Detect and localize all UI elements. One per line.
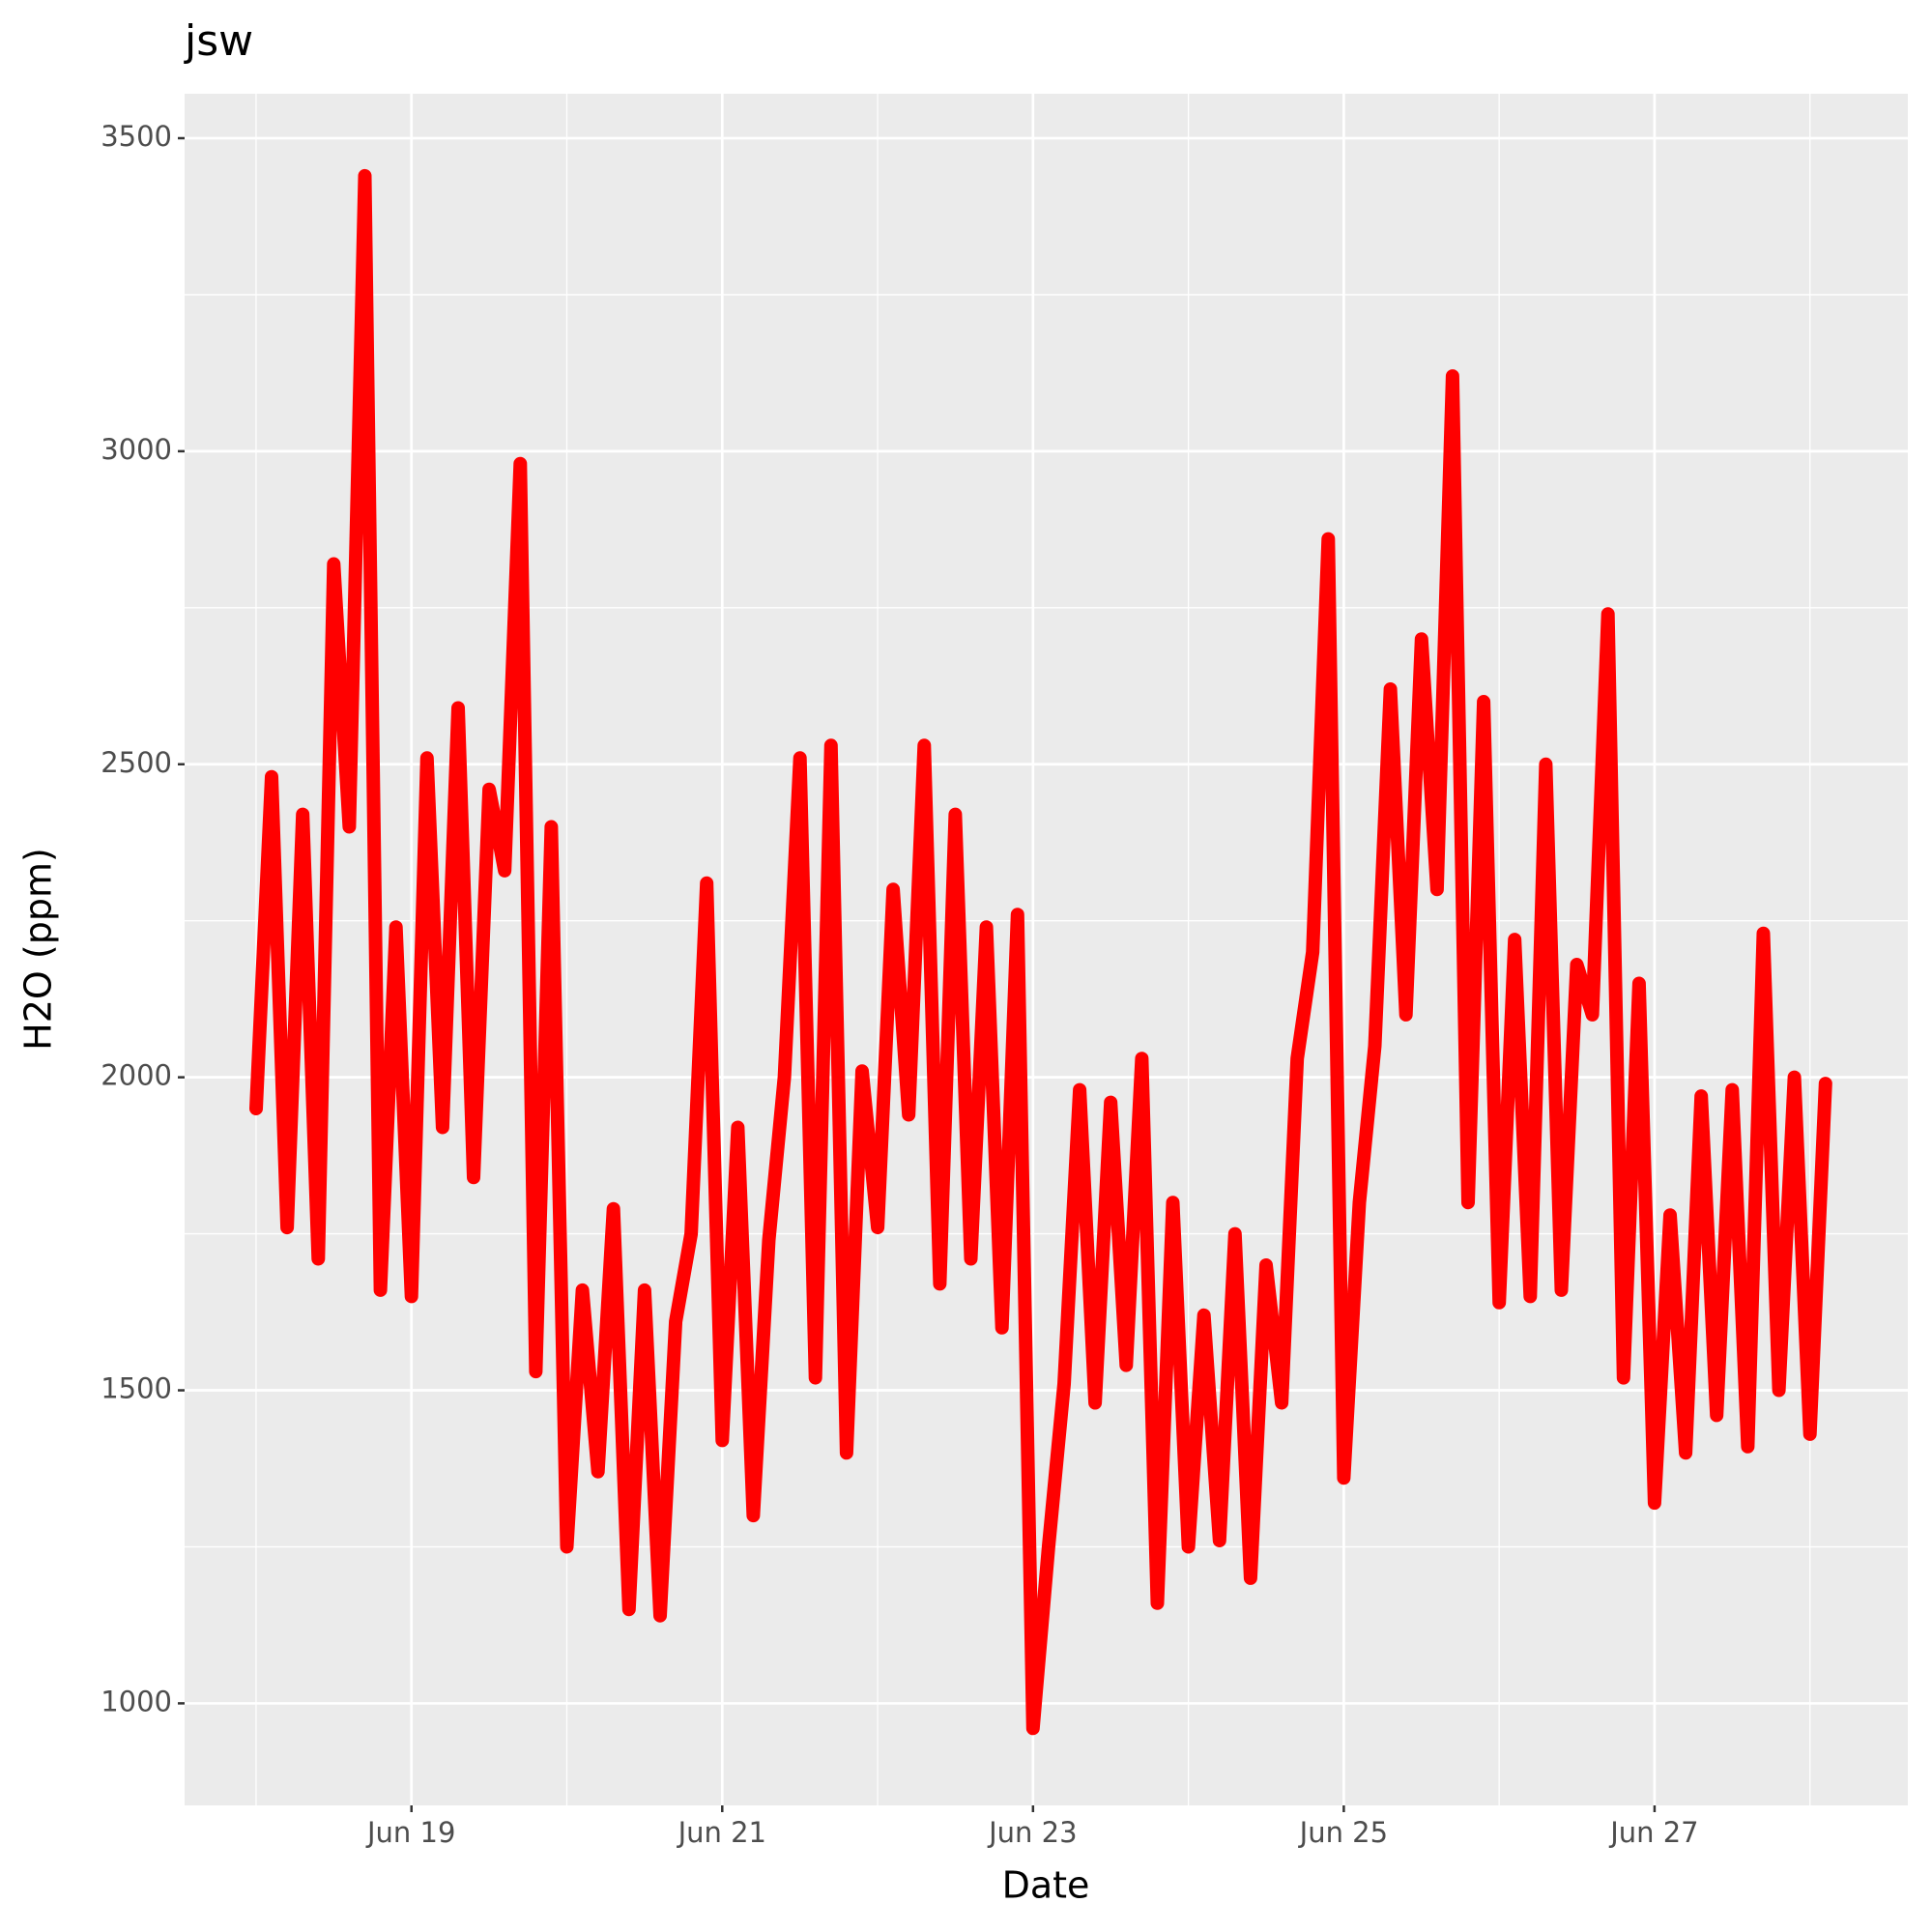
y-tick-label: 3000 [101,433,172,466]
y-tick-label: 2000 [101,1059,172,1092]
y-tick-label: 2500 [101,746,172,779]
y-tick-label: 1500 [101,1372,172,1405]
chart-title: jsw [184,16,253,66]
x-axis-title: Date [1002,1864,1090,1907]
x-tick-label: Jun 23 [987,1816,1077,1849]
x-tick-label: Jun 27 [1608,1816,1698,1849]
data-line [249,168,1832,1736]
y-tick-label: 3500 [101,120,172,153]
x-tick-label: Jun 19 [365,1816,455,1849]
y-axis-title: H2O (ppm) [17,848,60,1051]
x-tick-label: Jun 25 [1298,1816,1388,1849]
x-tick-label: Jun 21 [677,1816,766,1849]
y-tick-label: 1000 [101,1685,172,1717]
